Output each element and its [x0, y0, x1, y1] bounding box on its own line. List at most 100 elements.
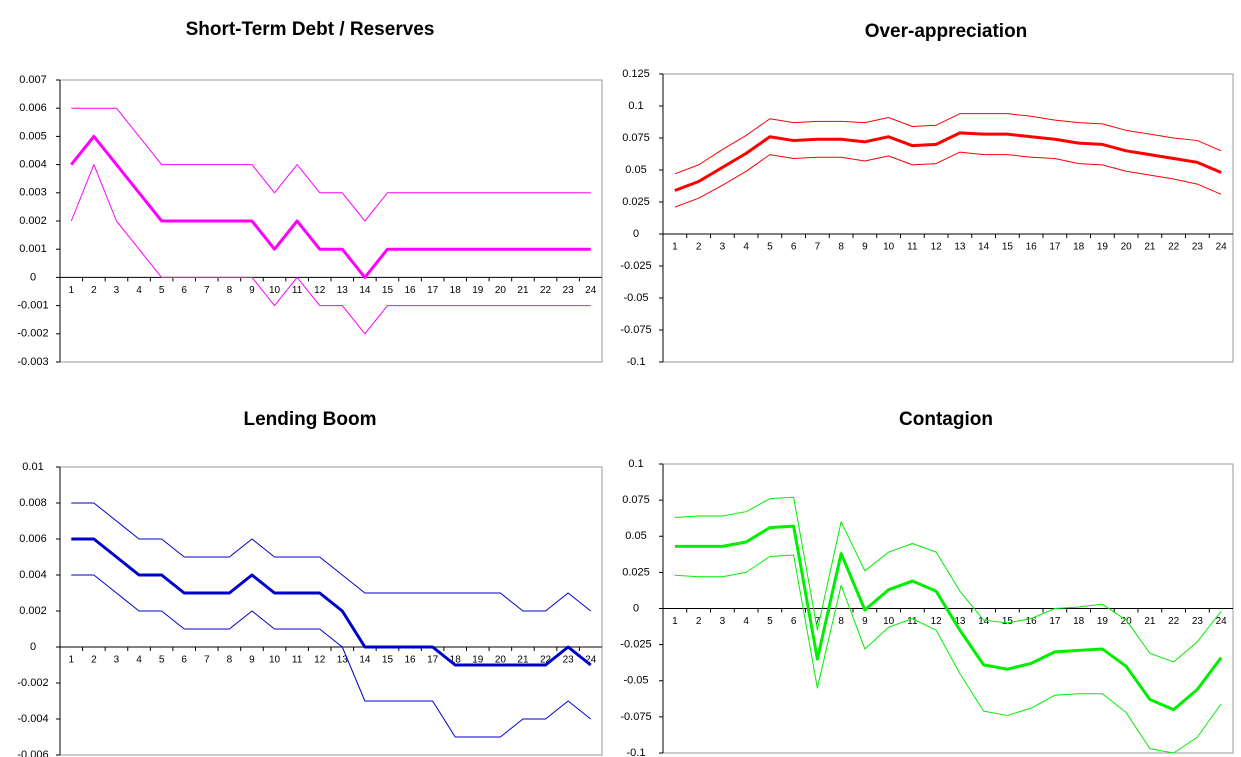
- x-tick-label: 14: [978, 616, 990, 627]
- y-tick-label: -0.05: [623, 675, 648, 687]
- series-line: [71, 574, 592, 738]
- x-tick-label: 11: [292, 285, 303, 296]
- x-tick-label: 19: [472, 655, 484, 666]
- x-tick-label: 9: [862, 616, 868, 627]
- y-tick-label: 0: [30, 641, 36, 653]
- y-tick-label: -0.05: [623, 292, 648, 304]
- x-tick-label: 16: [404, 285, 416, 296]
- x-tick-label: 21: [1144, 616, 1156, 627]
- x-tick-label: 18: [450, 655, 462, 666]
- x-tick-label: 3: [720, 242, 726, 253]
- x-tick-label: 2: [696, 242, 702, 253]
- x-tick-label: 9: [249, 655, 255, 666]
- y-tick-label: -0.006: [17, 749, 48, 757]
- x-tick-label: 19: [1097, 242, 1109, 253]
- x-tick-label: 10: [269, 655, 281, 666]
- chart-title: Lending Boom: [244, 409, 377, 430]
- y-tick-label: -0.025: [620, 260, 651, 272]
- x-tick-label: 12: [314, 285, 326, 296]
- x-tick-label: 14: [359, 655, 371, 666]
- x-tick-label: 1: [672, 616, 678, 627]
- x-tick-label: 23: [1192, 616, 1204, 627]
- series-line: [674, 131, 1222, 192]
- x-tick-label: 6: [791, 616, 797, 627]
- x-tick-label: 15: [1002, 242, 1014, 253]
- y-tick-label: 0.002: [19, 215, 47, 227]
- y-tick-label: 0.008: [19, 497, 47, 509]
- y-tick-label: -0.002: [17, 677, 48, 689]
- series-line: [674, 113, 1222, 175]
- y-tick-label: 0: [633, 602, 639, 614]
- x-tick-label: 13: [337, 655, 349, 666]
- x-tick-label: 5: [767, 242, 773, 253]
- x-tick-label: 9: [249, 285, 255, 296]
- x-tick-label: 13: [954, 616, 966, 627]
- y-tick-label: 0.003: [19, 187, 47, 199]
- x-tick-label: 10: [883, 242, 895, 253]
- x-tick-label: 10: [269, 285, 281, 296]
- x-tick-label: 24: [1216, 616, 1228, 627]
- x-tick-label: 10: [883, 616, 895, 627]
- y-tick-label: -0.004: [17, 713, 48, 725]
- x-tick-label: 9: [862, 242, 868, 253]
- y-tick-label: 0.006: [19, 102, 47, 114]
- y-tick-label: 0.007: [19, 74, 47, 86]
- y-tick-label: 0.004: [19, 569, 47, 581]
- y-tick-label: -0.1: [627, 356, 646, 368]
- x-tick-label: 17: [427, 655, 439, 666]
- series-line: [70, 164, 591, 335]
- chart-title: Over-appreciation: [865, 21, 1028, 42]
- y-tick-label: -0.025: [620, 639, 651, 651]
- x-tick-label: 12: [931, 616, 943, 627]
- x-tick-label: 18: [450, 285, 462, 296]
- x-tick-label: 7: [204, 285, 210, 296]
- x-tick-label: 24: [585, 285, 597, 296]
- x-tick-label: 24: [1216, 242, 1228, 253]
- y-tick-label: -0.1: [627, 747, 646, 757]
- x-tick-label: 8: [227, 655, 233, 666]
- x-tick-label: 18: [1073, 242, 1085, 253]
- x-tick-label: 5: [767, 616, 773, 627]
- y-tick-label: 0.075: [622, 494, 650, 506]
- x-tick-label: 11: [907, 242, 918, 253]
- x-tick-label: 8: [227, 285, 233, 296]
- x-tick-label: 13: [954, 242, 966, 253]
- x-tick-label: 22: [540, 285, 552, 296]
- x-tick-label: 12: [931, 242, 943, 253]
- series-line: [71, 537, 592, 667]
- x-tick-label: 3: [720, 616, 726, 627]
- series-line: [674, 496, 1222, 663]
- x-tick-label: 20: [1121, 242, 1133, 253]
- x-tick-label: 7: [815, 616, 821, 627]
- x-tick-label: 4: [743, 242, 749, 253]
- y-tick-label: -0.075: [620, 324, 651, 336]
- x-tick-label: 15: [382, 655, 394, 666]
- x-tick-label: 22: [1168, 242, 1180, 253]
- x-tick-label: 24: [585, 655, 597, 666]
- x-tick-label: 12: [314, 655, 326, 666]
- x-tick-label: 5: [159, 285, 165, 296]
- chart-title: Contagion: [899, 409, 993, 430]
- x-tick-label: 7: [204, 655, 210, 666]
- x-tick-label: 21: [517, 655, 529, 666]
- x-tick-label: 6: [181, 285, 187, 296]
- series-line: [674, 524, 1223, 712]
- x-tick-label: 3: [114, 655, 120, 666]
- x-tick-label: 5: [159, 655, 165, 666]
- x-tick-label: 8: [838, 616, 844, 627]
- x-tick-label: 15: [382, 285, 394, 296]
- x-tick-label: 17: [1049, 242, 1061, 253]
- x-tick-label: 20: [495, 655, 507, 666]
- y-tick-label: -0.003: [17, 356, 48, 368]
- series-line: [70, 134, 591, 279]
- series-line: [71, 107, 591, 222]
- x-tick-label: 2: [696, 616, 702, 627]
- x-tick-label: 6: [181, 655, 187, 666]
- x-tick-label: 20: [495, 285, 507, 296]
- series-line: [674, 151, 1222, 208]
- x-tick-label: 18: [1073, 616, 1085, 627]
- y-tick-label: -0.001: [17, 300, 48, 312]
- y-tick-label: 0.1: [628, 100, 643, 112]
- x-tick-label: 21: [517, 285, 529, 296]
